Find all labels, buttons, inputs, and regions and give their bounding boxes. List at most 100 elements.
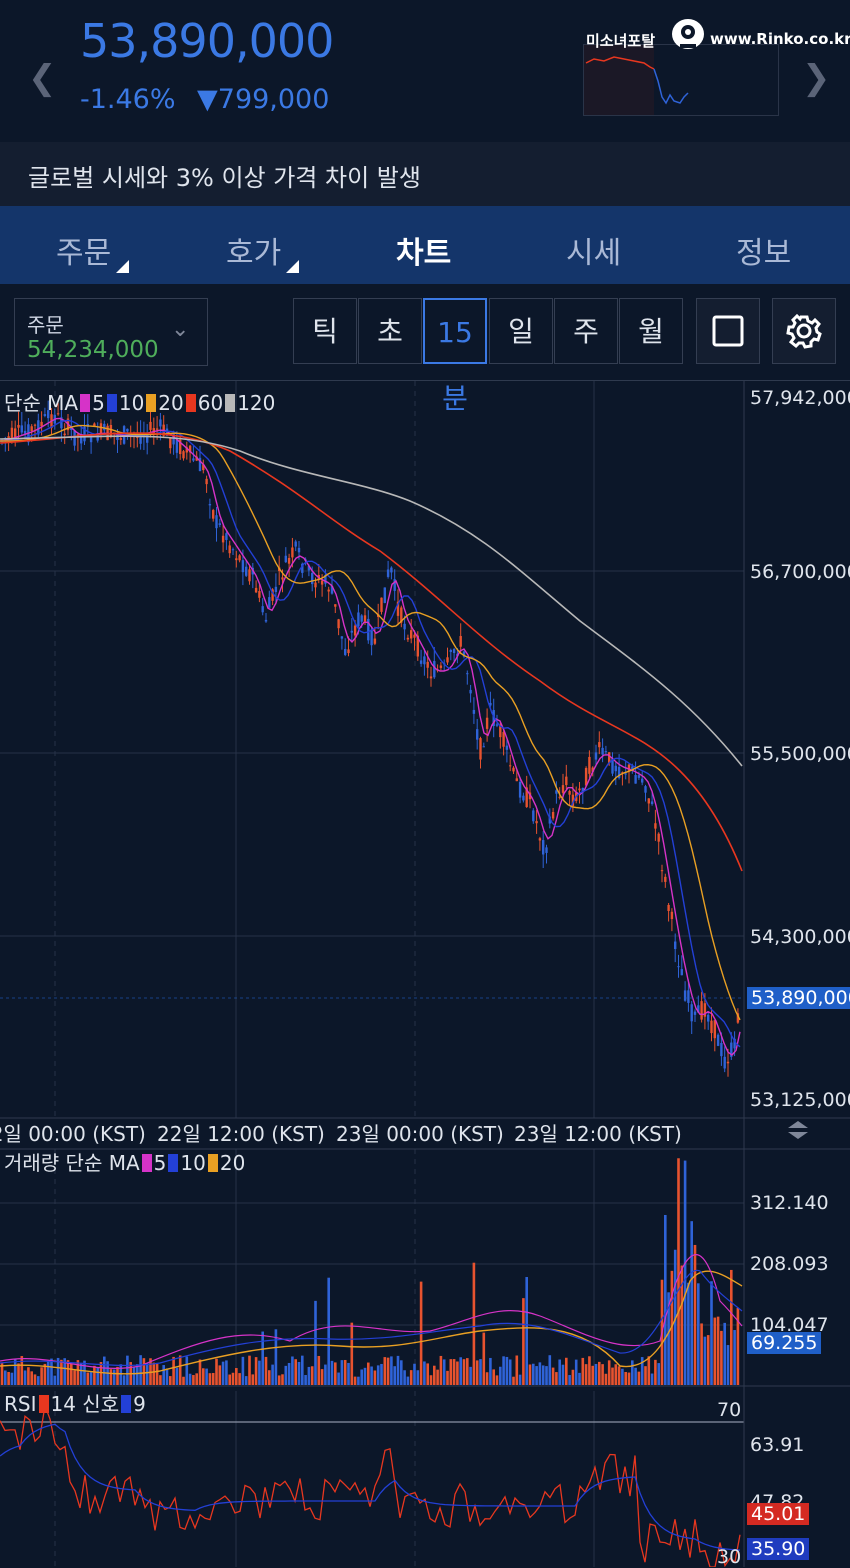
interval-15min[interactable]: 15분 xyxy=(423,298,487,415)
volume-bar xyxy=(10,1372,14,1385)
volume-bar xyxy=(548,1355,552,1385)
candle-body xyxy=(30,426,33,432)
candle-body xyxy=(254,587,258,593)
volume-bar xyxy=(442,1359,446,1385)
volume-bar xyxy=(423,1361,426,1385)
candle-body xyxy=(565,776,568,786)
volume-bar xyxy=(518,1374,522,1385)
volume-bar xyxy=(472,1262,476,1385)
candle-body xyxy=(175,439,179,453)
volume-bar xyxy=(56,1357,60,1385)
volume-bar xyxy=(525,1277,528,1385)
interval-tick[interactable]: 틱 xyxy=(293,298,357,364)
tab-info[interactable]: 정보 xyxy=(736,236,792,271)
volume-bar xyxy=(396,1355,400,1385)
candle-body xyxy=(581,787,584,793)
candle-body xyxy=(198,457,202,472)
time-axis-label: 23일 12:00 (KST) xyxy=(514,1122,682,1146)
volume-bar xyxy=(218,1365,222,1385)
legend-swatch-ma5 xyxy=(80,394,91,412)
candle-body xyxy=(677,966,680,968)
interval-week[interactable]: 주 xyxy=(554,298,618,364)
volume-bar xyxy=(376,1365,380,1385)
candle-body xyxy=(268,597,271,608)
volume-bar xyxy=(172,1356,175,1385)
volume-bar xyxy=(683,1160,687,1385)
candle-body xyxy=(396,601,400,616)
candle-body xyxy=(185,447,188,453)
tab-quotes[interactable]: 시세 xyxy=(566,236,622,271)
candle-body xyxy=(423,656,426,665)
candle-body xyxy=(459,636,462,647)
volume-bar xyxy=(112,1369,116,1385)
candle-body xyxy=(212,510,215,519)
volume-bar xyxy=(33,1374,37,1385)
volume-bar xyxy=(192,1375,195,1385)
volume-bar xyxy=(268,1370,271,1385)
interval-second[interactable]: 초 xyxy=(358,298,422,364)
volume-bar xyxy=(565,1357,568,1385)
volume-bar xyxy=(248,1355,251,1385)
mini-chart[interactable] xyxy=(583,44,779,116)
candle-body xyxy=(403,623,406,630)
candle-body xyxy=(522,795,525,801)
volume-bar xyxy=(142,1358,146,1385)
volume-bar xyxy=(558,1359,561,1385)
volume-bar xyxy=(165,1368,169,1385)
notice-text: 글로벌 시세와 3% 이상 가격 차이 발생 xyxy=(28,164,421,192)
candlestick-chart[interactable] xyxy=(0,381,850,1567)
order-price-dropdown[interactable]: 주문 54,234,000 ⌄ xyxy=(14,298,208,366)
interval-day[interactable]: 일 xyxy=(489,298,553,364)
rsi-axis-label: 70 xyxy=(717,1399,742,1421)
candle-body xyxy=(126,428,129,432)
volume-bar xyxy=(261,1331,264,1385)
legend-swatch-signal xyxy=(121,1395,132,1413)
candle-body xyxy=(271,589,274,601)
legend-ma20: 20 xyxy=(219,1151,246,1175)
resize-handle-icon[interactable] xyxy=(786,1119,810,1145)
volume-bar xyxy=(499,1366,502,1385)
chevron-left-icon[interactable]: ❮ xyxy=(28,58,57,98)
candle-body xyxy=(419,660,423,664)
candle-body xyxy=(264,619,268,622)
tab-chart[interactable]: 차트 xyxy=(396,236,452,271)
volume-bar xyxy=(469,1366,472,1385)
candle-body xyxy=(608,752,611,763)
notice-banner[interactable]: 글로벌 시세와 3% 이상 가격 차이 발생 xyxy=(0,142,850,206)
candle-body xyxy=(215,515,218,529)
candle-body xyxy=(182,451,185,459)
volume-bar xyxy=(215,1358,218,1385)
candle-body xyxy=(713,1020,716,1039)
candle-body xyxy=(472,709,476,714)
interval-month[interactable]: 월 xyxy=(619,298,683,364)
legend-ma10: 10 xyxy=(180,1151,206,1175)
volume-bar xyxy=(416,1370,420,1385)
candle-body xyxy=(231,549,235,551)
fullscreen-button[interactable] xyxy=(696,298,760,364)
candle-body xyxy=(492,710,495,726)
ma20-line xyxy=(0,424,741,1021)
volume-bar xyxy=(244,1376,248,1385)
candle-body xyxy=(439,665,443,668)
legend-swatch-ma10 xyxy=(106,394,117,412)
tab-order[interactable]: 주문 xyxy=(56,236,112,271)
tab-orderbook[interactable]: 호가 xyxy=(226,236,282,271)
order-value: 54,234,000 xyxy=(27,337,159,363)
candle-body xyxy=(284,555,287,563)
settings-button[interactable] xyxy=(772,298,836,364)
volume-bar xyxy=(122,1375,126,1385)
candle-body xyxy=(63,433,66,436)
volume-bar xyxy=(515,1355,519,1385)
volume-bar xyxy=(205,1368,208,1385)
volume-bar xyxy=(182,1376,185,1385)
candle-body xyxy=(380,597,383,612)
candle-body xyxy=(479,738,482,760)
volume-bar xyxy=(202,1368,205,1385)
divider xyxy=(0,380,850,381)
volume-bar xyxy=(241,1356,245,1385)
candle-body xyxy=(667,904,670,911)
legend-ma5: 5 xyxy=(92,391,105,415)
volume-bar xyxy=(46,1360,50,1385)
candle-body xyxy=(218,523,221,525)
chevron-right-icon[interactable]: ❯ xyxy=(802,58,831,98)
